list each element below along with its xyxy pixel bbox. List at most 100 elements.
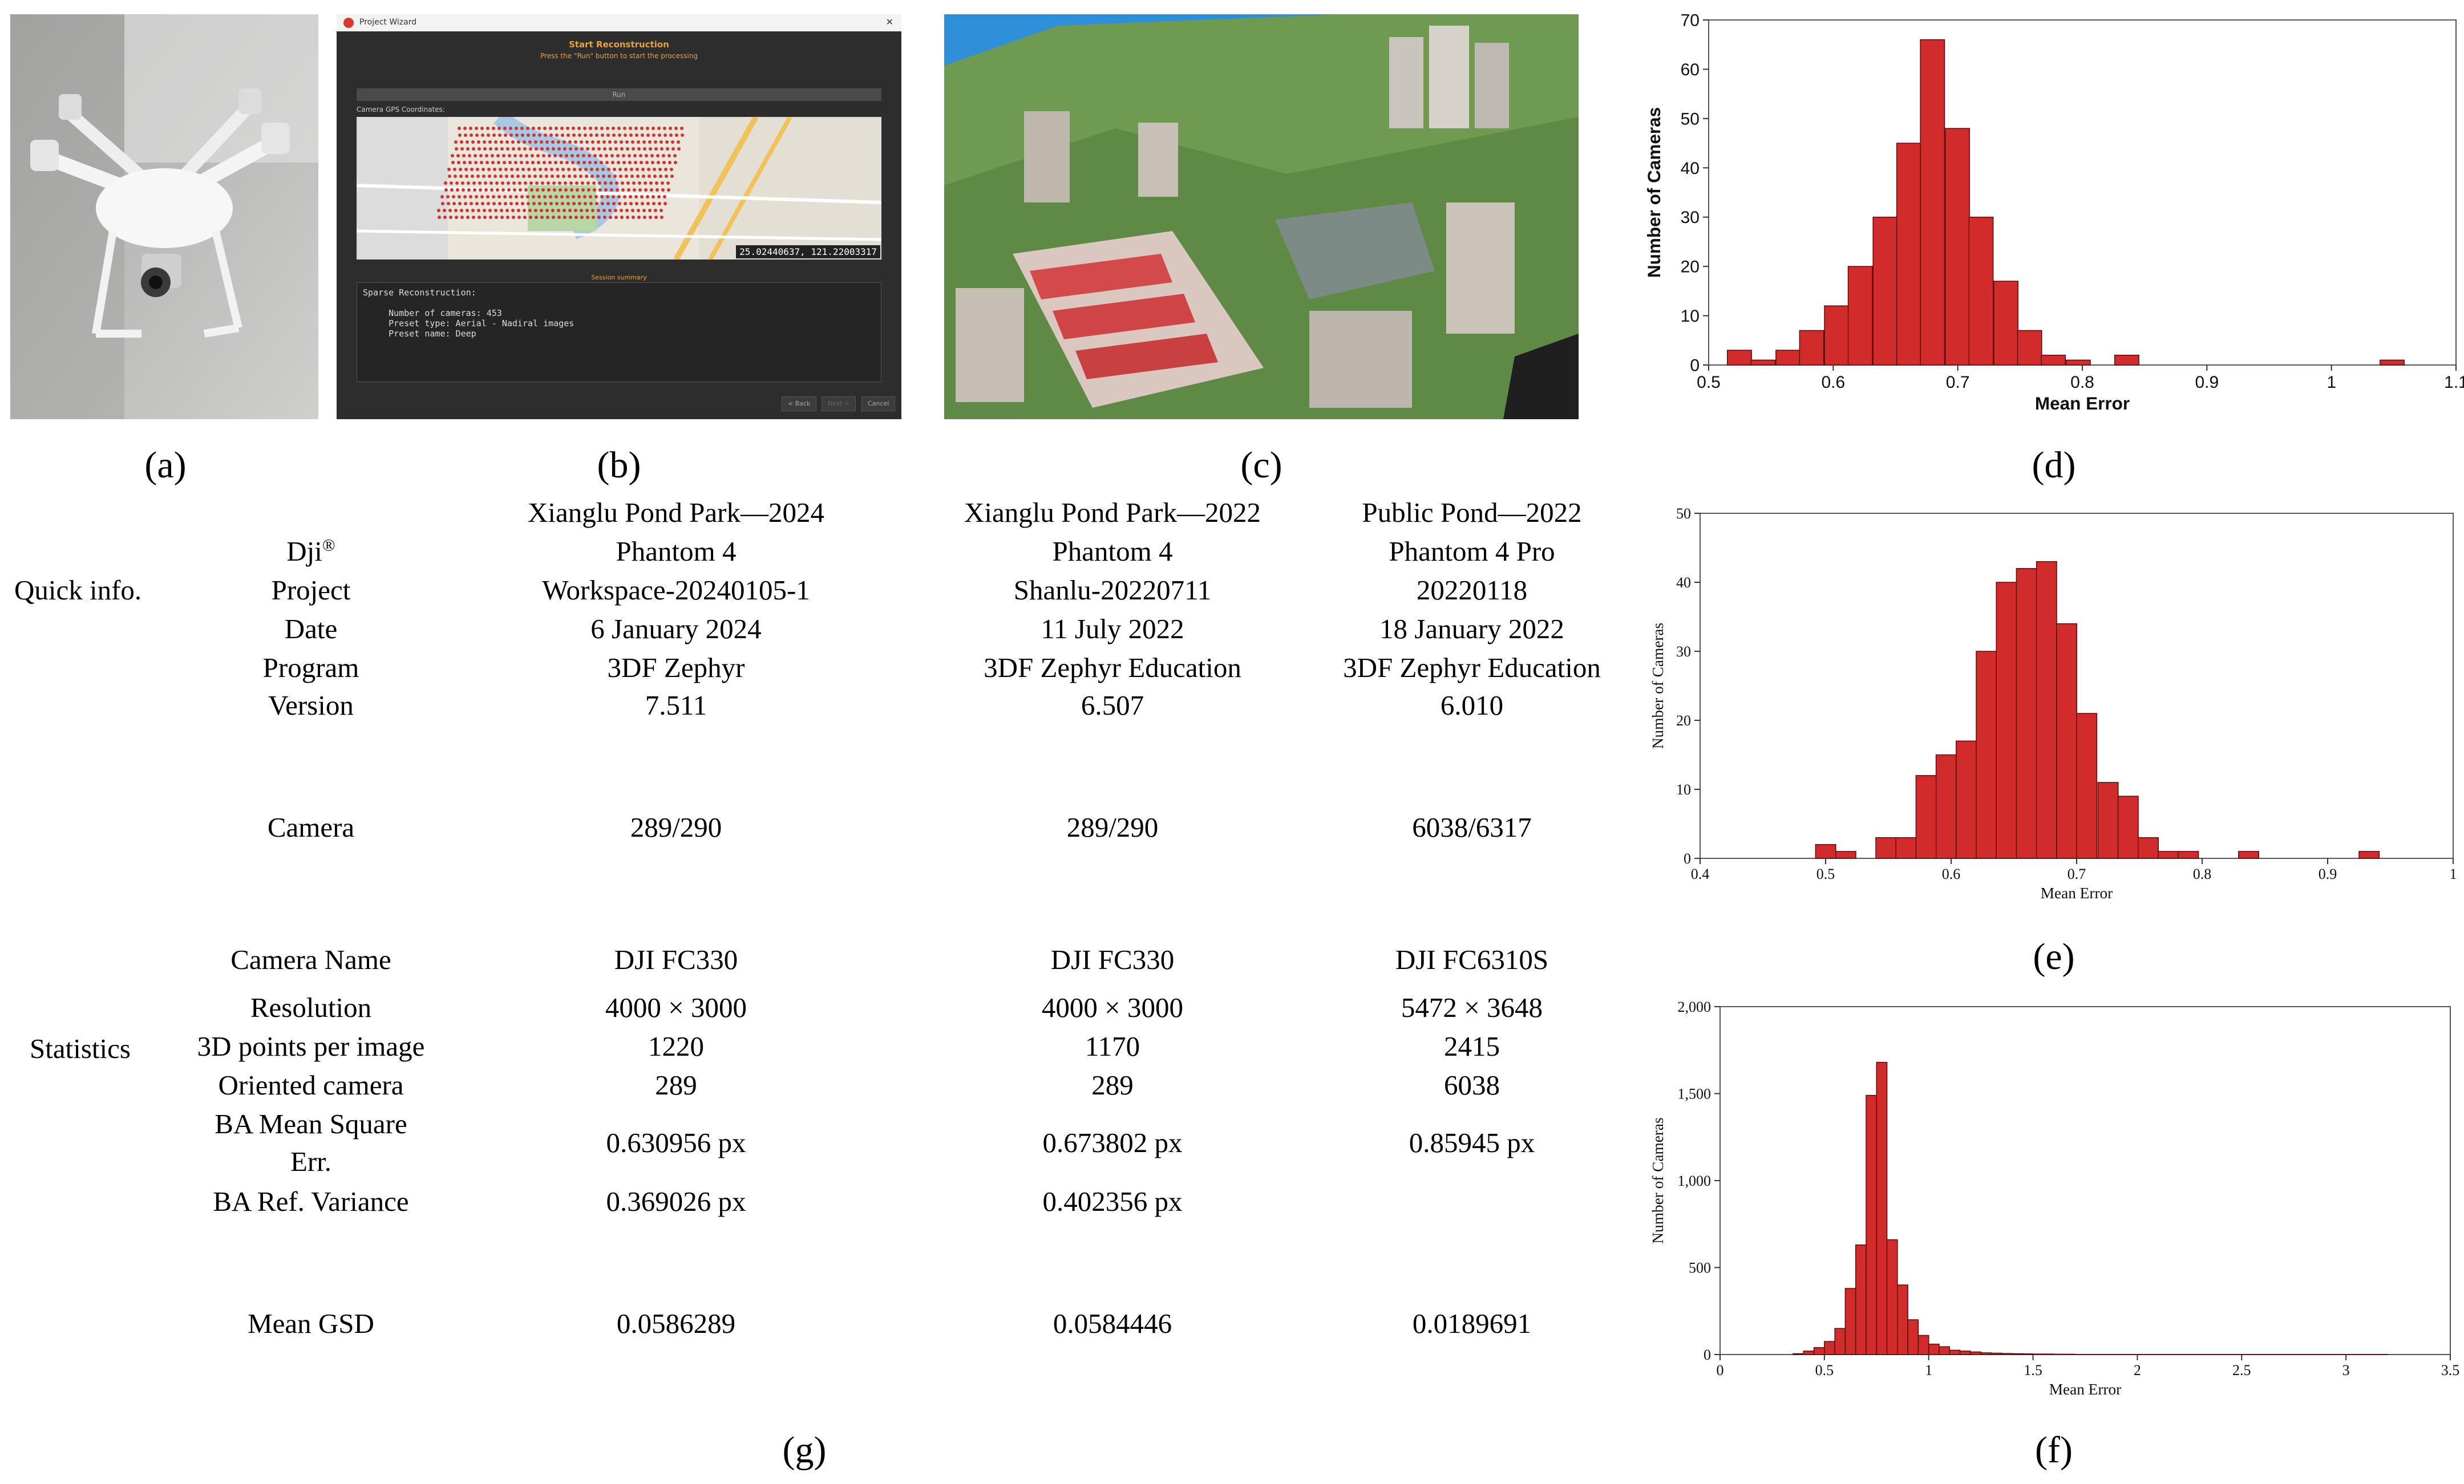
histogram-bar [1886,1239,1898,1355]
gps-point [521,168,525,171]
gps-point [628,154,631,157]
col3-camera: 6038/6317 [1412,812,1532,843]
gps-point [525,154,528,157]
gps-point [528,175,531,178]
x-tick-label: 0.5 [1815,1362,1834,1378]
gps-point [634,161,637,164]
gps-point [558,181,561,185]
col3-ba-mse: 0.85945 px [1409,1127,1535,1158]
gps-point [597,209,600,212]
gps-point [494,209,497,212]
close-icon[interactable]: ✕ [885,17,893,27]
gps-point [597,147,601,151]
col2-program: 3DF Zephyr Education [984,652,1241,683]
gps-point [465,175,468,178]
col2-drone: Phantom 4 [1052,536,1173,567]
gps-point [613,168,616,171]
histogram-bar [1750,359,1776,366]
gps-point [511,175,514,178]
y-tick-label: 30 [1676,643,1691,660]
gps-point [500,209,503,212]
row-label-ba-mse: BA Mean Square [215,1108,407,1140]
gps-point [570,188,573,192]
gps-point [560,161,563,164]
y-axis-label: Number of Cameras [1649,623,1666,749]
col3-date: 18 January 2022 [1379,613,1564,644]
col3-version: 6.010 [1440,690,1504,721]
next-button[interactable]: Next > [822,396,856,411]
histogram-bar [2001,1353,2013,1355]
gps-point [516,175,520,178]
gps-point [563,209,566,212]
gps-point [451,161,455,164]
gps-point [670,168,673,171]
gps-point [660,140,663,144]
gps-point [571,154,574,157]
y-tick-label: 70 [1681,11,1700,30]
col1-camera: 289/290 [630,812,722,843]
gps-point [572,195,575,198]
gps-point [609,181,613,185]
gps-point [505,175,508,178]
gps-point [455,216,458,219]
gps-point [649,216,652,219]
histogram-bar [1945,128,1970,366]
gps-point [549,133,553,137]
gps-point [612,133,616,137]
gps-point [642,140,646,144]
gps-point [642,175,645,178]
gps-point [574,216,578,219]
y-tick-label: 10 [1681,307,1700,326]
gps-point [618,133,621,137]
gps-point [496,154,500,157]
gps-point [665,175,668,178]
gps-point [552,181,556,185]
gps-point [449,216,452,219]
gps-point [491,161,495,164]
gps-point [566,127,569,130]
cancel-button[interactable]: Cancel [861,396,896,411]
gps-point [532,127,535,130]
panel-label-a: (a) [144,444,187,486]
gps-point [626,216,629,219]
gps-point [578,202,581,205]
gps-point [582,161,586,164]
gps-point [468,161,472,164]
gps-point [494,140,497,144]
gps-point [623,195,626,198]
gps-point [586,216,589,219]
gps-point [557,209,560,212]
histogram-bar [1866,1094,1878,1355]
gps-point [664,168,667,171]
gps-point [469,127,472,130]
gps-point [555,133,559,137]
gps-point [538,202,541,205]
histogram-bar [2158,851,2179,859]
gps-point [498,133,501,137]
y-tick-label: 40 [1676,574,1691,591]
histogram-bar [1834,1328,1846,1355]
row-label-program: Program [262,652,359,683]
gps-point [591,209,594,212]
gps-map[interactable]: 25.02440637, 121.22003317 [357,117,881,260]
gps-point [585,175,588,178]
gps-point [567,168,571,171]
back-button[interactable]: < Back [782,396,817,411]
histogram-bar [1897,1284,1908,1355]
gps-point [603,216,606,219]
gps-point [464,168,468,171]
x-tick-label: 0.6 [1942,866,1961,882]
gps-point [493,168,496,171]
gps-point [481,202,484,205]
gps-point [610,154,614,157]
gps-point [452,202,456,205]
gps-point [633,188,636,192]
run-button[interactable]: Run [357,88,881,101]
gps-point [516,168,519,171]
gps-point [572,133,576,137]
gps-point [457,161,460,164]
y-tick-label: 40 [1681,159,1700,178]
gps-point [555,202,559,205]
gps-point [636,168,639,171]
gps-point [644,181,647,185]
